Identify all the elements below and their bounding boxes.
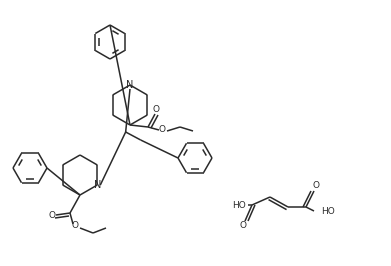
- Text: O: O: [240, 222, 246, 231]
- Text: O: O: [72, 222, 79, 231]
- Text: O: O: [158, 126, 165, 135]
- Text: HO: HO: [321, 206, 335, 215]
- Text: O: O: [312, 181, 319, 190]
- Text: N: N: [126, 80, 134, 90]
- Text: O: O: [48, 211, 56, 221]
- Text: N: N: [93, 180, 101, 190]
- Text: HO: HO: [232, 201, 246, 210]
- Text: O: O: [152, 106, 160, 114]
